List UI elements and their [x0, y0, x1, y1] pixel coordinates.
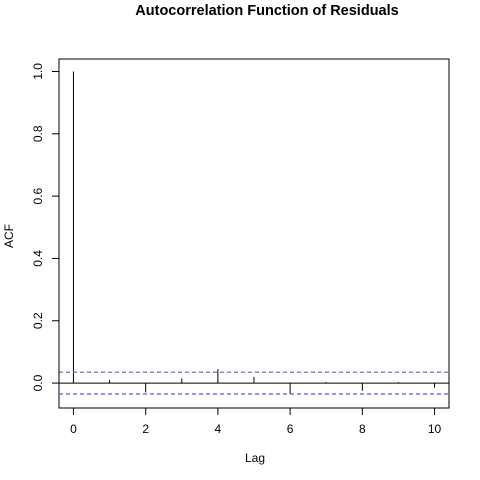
x-tick-label: 8 — [359, 422, 366, 436]
y-axis: 0.0 0.2 0.4 0.6 0.8 1.0 — [31, 63, 60, 391]
y-axis-label: ACF — [2, 224, 16, 248]
x-axis-label: Lag — [245, 451, 265, 465]
y-tick-label: 1.0 — [31, 63, 45, 80]
x-tick-label: 6 — [287, 422, 294, 436]
acf-bars — [72, 71, 436, 394]
x-tick-label: 4 — [215, 422, 222, 436]
x-tick-label: 10 — [428, 422, 442, 436]
y-tick-label: 0.0 — [31, 374, 45, 391]
x-axis: 0 2 4 6 8 10 — [70, 407, 442, 436]
plot-frame — [58, 58, 450, 409]
y-tick-label: 0.6 — [31, 187, 45, 204]
x-tick-label: 0 — [70, 422, 77, 436]
chart-title: Autocorrelation Function of Residuals — [135, 3, 398, 19]
reference-lines — [59, 371, 449, 395]
y-tick-label: 0.8 — [31, 125, 45, 142]
x-tick-label: 2 — [142, 422, 149, 436]
y-tick-label: 0.4 — [31, 250, 45, 267]
y-tick-label: 0.2 — [31, 312, 45, 329]
